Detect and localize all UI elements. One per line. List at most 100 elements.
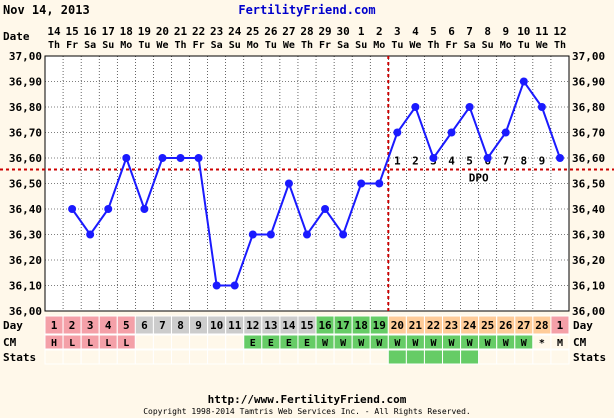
date-label: 12 — [553, 25, 566, 38]
cm-row-label-right: CM — [573, 336, 587, 349]
weekday-label: Su — [102, 40, 114, 51]
cm-label: * — [539, 338, 545, 349]
temperature-point — [393, 128, 402, 137]
temperature-point — [140, 205, 149, 213]
weekday-label: Th — [554, 40, 566, 51]
cm-label: E — [250, 338, 256, 349]
date-label: 17 — [102, 25, 115, 38]
cm-label: W — [430, 338, 437, 349]
date-label: 20 — [156, 25, 169, 38]
weekday-label: Sa — [84, 40, 96, 51]
stats-cell — [405, 349, 425, 365]
dpo-label: 2 — [412, 154, 419, 167]
y-tick-label-right: 36,70 — [572, 127, 605, 140]
temperature-point — [519, 77, 528, 86]
weekday-label: We — [536, 40, 548, 51]
date-label: 30 — [337, 25, 350, 38]
temperature-point — [104, 205, 113, 213]
y-tick-label-left: 36,60 — [9, 152, 42, 165]
stats-cell — [243, 349, 263, 365]
weekday-label: Tu — [518, 40, 530, 51]
cm-label: W — [394, 338, 401, 349]
stats-cell — [44, 349, 64, 365]
temperature-point — [501, 128, 510, 137]
weekday-label: Su — [482, 40, 494, 51]
cycle-day-label: 5 — [123, 319, 130, 332]
cm-label: W — [503, 338, 510, 349]
temperature-line — [71, 79, 561, 287]
date-label: 21 — [174, 25, 188, 38]
cm-label: L — [87, 338, 93, 349]
temperature-point — [321, 205, 330, 213]
cycle-day-label: 28 — [535, 319, 548, 332]
cycle-day-label: 19 — [373, 319, 386, 332]
cycle-day-label: 2 — [69, 319, 76, 332]
cm-label: W — [412, 338, 419, 349]
y-tick-label-left: 36,90 — [9, 76, 42, 89]
y-tick-label-right: 36,20 — [572, 254, 605, 267]
y-tick-label-right: 36,90 — [572, 76, 605, 89]
date-label: 18 — [120, 25, 133, 38]
weekday-label: Tu — [265, 40, 277, 51]
y-tick-label-left: 36,40 — [9, 203, 42, 216]
stats-cell — [207, 349, 227, 365]
day-row-label: Day — [3, 319, 23, 332]
cycle-day-label: 17 — [337, 319, 350, 332]
stats-cell — [333, 349, 353, 365]
cm-label: H — [51, 338, 57, 349]
y-tick-label-right: 36,60 — [572, 152, 605, 165]
temperature-point — [158, 154, 167, 162]
cm-label: W — [376, 338, 383, 349]
stats-cell — [442, 349, 462, 365]
weekday-label: Th — [48, 40, 60, 51]
temperature-point — [176, 154, 185, 162]
footer-url[interactable]: http://www.FertilityFriend.com — [207, 393, 407, 406]
stats-cell — [225, 349, 245, 365]
stats-cell — [152, 349, 172, 365]
cm-cell — [550, 334, 570, 350]
y-tick-label-left: 37,00 — [9, 50, 42, 63]
dpo-title: DPO — [469, 171, 489, 184]
y-tick-label-right: 36,10 — [572, 280, 605, 293]
temperature-point — [555, 154, 564, 162]
temperature-point — [465, 103, 474, 111]
stats-cell — [478, 349, 498, 365]
footer-copyright: Copyright 1998-2014 Tamtris Web Services… — [143, 407, 471, 416]
stats-cell — [369, 349, 389, 365]
date-label: 29 — [318, 25, 331, 38]
date-label: 4 — [412, 25, 419, 38]
temperature-point — [429, 154, 438, 162]
date-label: 5 — [430, 25, 437, 38]
cycle-day-label: 1 — [51, 319, 58, 332]
weekday-label: Fr — [66, 40, 78, 51]
temperature-point — [266, 230, 275, 239]
stats-cell — [550, 349, 570, 365]
temperature-point — [230, 281, 239, 290]
temperature-point — [86, 230, 95, 239]
cm-label: W — [340, 338, 347, 349]
cm-label: M — [557, 338, 563, 349]
date-label: 3 — [394, 25, 401, 38]
temperature-point — [284, 179, 293, 188]
cm-label: E — [304, 338, 310, 349]
cycle-day-label: 18 — [355, 319, 368, 332]
y-tick-label-right: 36,30 — [572, 229, 605, 242]
weekday-label: Mo — [247, 40, 259, 51]
cycle-day-label: 13 — [264, 319, 277, 332]
stats-cell — [387, 349, 407, 365]
temperature-point — [303, 230, 311, 239]
cm-cell — [207, 334, 227, 350]
cycle-day-label: 23 — [445, 319, 458, 332]
site-title-link[interactable]: FertilityFriend.com — [238, 3, 376, 17]
cm-label: W — [322, 338, 329, 349]
date-label: 24 — [228, 25, 242, 38]
cycle-day-label: 1 — [557, 319, 564, 332]
temperature-point — [411, 103, 420, 111]
y-tick-label-right: 36,00 — [572, 305, 605, 318]
stats-cell — [170, 349, 191, 365]
cycle-day-label: 8 — [177, 319, 184, 332]
weekday-label: Mo — [373, 40, 385, 51]
cycle-day-label: 15 — [300, 319, 313, 332]
cycle-day-label: 14 — [282, 319, 296, 332]
